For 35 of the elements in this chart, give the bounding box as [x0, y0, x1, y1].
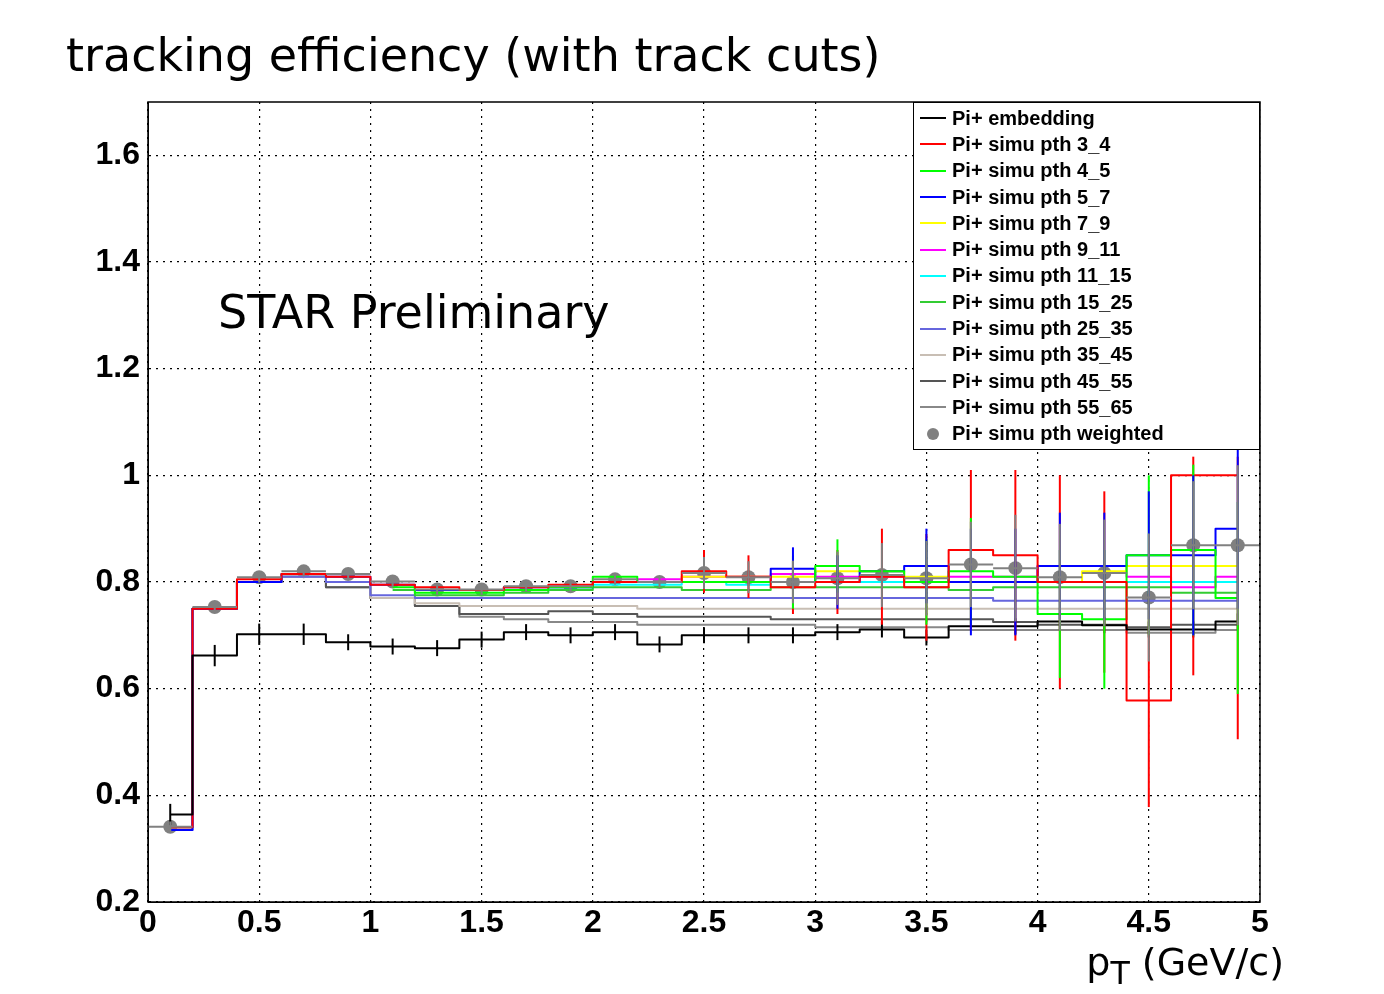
- legend-label: Pi+ simu pth 11_15: [952, 264, 1132, 288]
- x-tick-label: 3.5: [904, 903, 949, 940]
- x-tick-label: 4: [1028, 903, 1047, 940]
- y-tick-label: 0.2: [95, 881, 140, 918]
- y-tick-label: 1.4: [95, 241, 141, 278]
- legend-label: Pi+ simu pth 15_25: [952, 290, 1133, 314]
- legend-label: Pi+ simu pth 3_4: [952, 132, 1111, 156]
- annotation: STAR Preliminary: [218, 285, 610, 339]
- x-tick-label: 5: [1251, 903, 1269, 940]
- y-tick-label: 0.8: [95, 561, 140, 598]
- x-tick-label: 0.5: [236, 903, 282, 940]
- chart-title: tracking efficiency (with track cuts): [66, 28, 881, 82]
- x-axis-title: p$_{T}$ (GeV/c): [1086, 940, 1284, 991]
- y-tick-label: 0.4: [95, 775, 141, 812]
- legend-label: Pi+ simu pth weighted: [952, 422, 1164, 446]
- x-tick-label: 4.5: [1126, 903, 1172, 940]
- legend-label: Pi+ simu pth 35_45: [952, 343, 1133, 367]
- x-tick-label: 0: [139, 903, 157, 940]
- y-tick-label: 1.2: [95, 348, 140, 385]
- y-tick-label: 1.6: [95, 135, 140, 172]
- legend-label: Pi+ simu pth 9_11: [952, 238, 1121, 262]
- legend-label: Pi+ simu pth 45_55: [952, 369, 1133, 393]
- legend-label: Pi+ simu pth 7_9: [952, 211, 1111, 235]
- y-tick-label: 0.6: [95, 668, 140, 705]
- x-tick-label: 1.5: [459, 903, 504, 940]
- y-tick-label: 1: [122, 455, 140, 492]
- legend-label: Pi+ simu pth 25_35: [952, 317, 1133, 341]
- legend-label: Pi+ simu pth 55_65: [952, 395, 1133, 419]
- legend-label: Pi+ simu pth 5_7: [952, 185, 1111, 209]
- x-tick-label: 2.5: [681, 903, 727, 940]
- x-tick-label: 3: [806, 903, 825, 940]
- legend-label: Pi+ simu pth 4_5: [952, 159, 1111, 183]
- x-tick-label: 2: [583, 903, 602, 940]
- legend-label: Pi+ embedding: [952, 106, 1095, 130]
- x-tick-label: 1: [361, 903, 380, 940]
